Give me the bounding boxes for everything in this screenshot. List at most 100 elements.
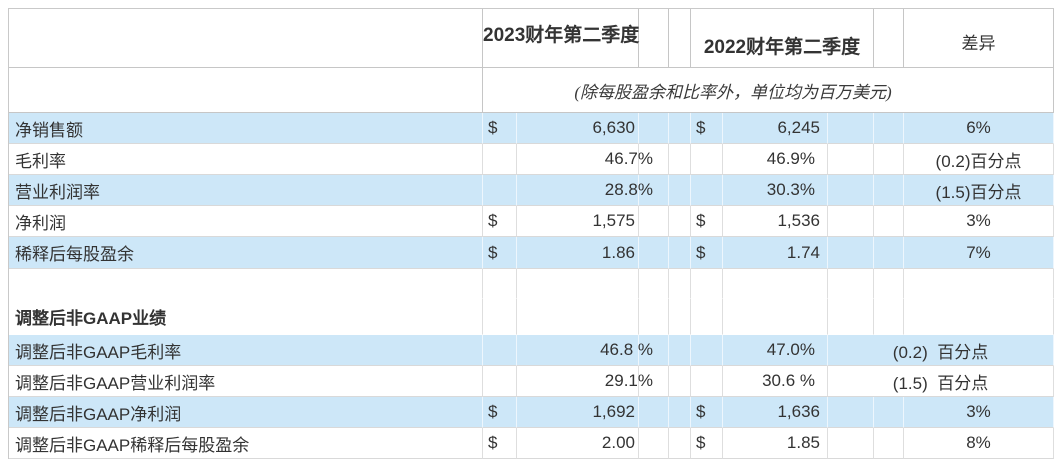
section-title-row: 调整后非GAAP业绩 xyxy=(9,299,1055,335)
spacer xyxy=(828,206,875,237)
empty-cell xyxy=(904,269,1055,299)
empty-cell xyxy=(828,299,875,335)
section-title-adjusted-gaap: 调整后非GAAP业绩 xyxy=(9,299,483,335)
empty-cell xyxy=(483,269,517,299)
row-label: 营业利润率 xyxy=(9,175,483,206)
spacer xyxy=(669,428,691,459)
row-label: 调整后非GAAP营业利润率 xyxy=(9,366,483,397)
empty-cell xyxy=(691,335,723,366)
row-label: 调整后非GAAP毛利率 xyxy=(9,335,483,366)
table-row: 稀释后每股盈余 $ 1.86 $ 1.74 7% xyxy=(9,237,1055,269)
percent-value: 28.8% xyxy=(604,180,653,199)
header-empty-cell xyxy=(9,68,483,113)
spacer xyxy=(639,113,669,144)
empty-cell xyxy=(723,299,828,335)
dollar-sign: $ xyxy=(483,428,517,459)
spacer xyxy=(639,335,669,366)
row-label: 净销售额 xyxy=(9,113,483,144)
spacer xyxy=(639,206,669,237)
value-fy2022: 1,636 xyxy=(723,397,828,428)
spacer xyxy=(669,9,691,68)
value-fy2023: 1.86 xyxy=(517,237,639,269)
spacer xyxy=(639,397,669,428)
spacer xyxy=(669,144,691,175)
spacer xyxy=(874,206,905,237)
spacer xyxy=(639,237,669,269)
value-fy2023: 29.1% xyxy=(517,366,653,397)
value-fy2023: 28.8% xyxy=(517,175,653,206)
value-fy2022: 1.85 xyxy=(723,428,828,459)
row-label: 净利润 xyxy=(9,206,483,237)
diff-value: (0.2) 百分点 xyxy=(828,335,1055,366)
empty-cell xyxy=(691,299,723,335)
diff-value: (0.2)百分点 xyxy=(904,144,1055,175)
value-fy2022: 1,536 xyxy=(723,206,828,237)
row-label: 毛利率 xyxy=(9,144,483,175)
spacer xyxy=(669,237,691,269)
spacer xyxy=(639,428,669,459)
diff-value: 3% xyxy=(904,397,1055,428)
row-label: 调整后非GAAP净利润 xyxy=(9,397,483,428)
table-row: 调整后非GAAP稀释后每股盈余 $ 2.00 $ 1.85 8% xyxy=(9,428,1055,459)
diff-value: (1.5)百分点 xyxy=(904,175,1055,206)
spacer xyxy=(639,366,669,397)
dollar-sign: $ xyxy=(691,206,723,237)
spacer xyxy=(669,206,691,237)
empty-cell xyxy=(723,269,828,299)
dollar-sign: $ xyxy=(691,237,723,269)
spacer xyxy=(874,428,905,459)
spacer xyxy=(828,237,875,269)
spacer xyxy=(669,113,691,144)
diff-value: 3% xyxy=(904,206,1055,237)
empty-cell xyxy=(669,299,691,335)
table-row: 净销售额 $ 6,630 $ 6,245 6% xyxy=(9,113,1055,144)
dollar-sign: $ xyxy=(691,428,723,459)
diff-value: 7% xyxy=(904,237,1055,269)
spacer xyxy=(874,113,905,144)
percent-value: 46.7% xyxy=(604,149,653,168)
empty-cell xyxy=(517,299,639,335)
spacer xyxy=(828,175,875,206)
empty-cell xyxy=(904,299,1055,335)
empty-cell xyxy=(691,144,723,175)
spacer xyxy=(828,144,875,175)
value-fy2022: 30.3% xyxy=(723,175,828,206)
spacer xyxy=(639,9,669,68)
table-header-row: 2023财年第二季度 2022财年第二季度 差异 xyxy=(9,9,1055,68)
spacer xyxy=(828,428,875,459)
value-fy2022: 6,245 xyxy=(723,113,828,144)
spacer xyxy=(639,175,669,206)
empty-cell xyxy=(874,269,905,299)
table-row: 毛利率 46.7% 46.9% (0.2)百分点 xyxy=(9,144,1055,175)
diff-value: 8% xyxy=(904,428,1055,459)
value-fy2023: 2.00 xyxy=(517,428,639,459)
percent-value: 46.8 % xyxy=(600,340,653,359)
dollar-sign: $ xyxy=(483,237,517,269)
dollar-sign: $ xyxy=(691,113,723,144)
empty-cell xyxy=(9,269,483,299)
percent-value: 29.1% xyxy=(604,371,653,390)
spacer xyxy=(828,113,875,144)
value-fy2023: 1,692 xyxy=(517,397,639,428)
row-label: 稀释后每股盈余 xyxy=(9,237,483,269)
spacer xyxy=(874,144,905,175)
value-fy2023: 46.8 % xyxy=(517,335,653,366)
empty-cell xyxy=(639,299,669,335)
table-row: 调整后非GAAP净利润 $ 1,692 $ 1,636 3% xyxy=(9,397,1055,428)
units-note: (除每股盈余和比率外，单位均为百万美元) xyxy=(483,68,1055,113)
empty-cell xyxy=(669,269,691,299)
empty-cell xyxy=(874,299,905,335)
value-fy2022: 46.9% xyxy=(723,144,828,175)
financial-results-table-container: 2023财年第二季度 2022财年第二季度 差异 (除每股盈余和比率外，单位均为… xyxy=(8,8,1055,459)
empty-cell xyxy=(691,366,723,397)
units-note-row: (除每股盈余和比率外，单位均为百万美元) xyxy=(9,68,1055,113)
empty-cell xyxy=(483,299,517,335)
empty-cell xyxy=(828,269,875,299)
spacer xyxy=(874,237,905,269)
empty-cell xyxy=(483,335,517,366)
header-fy2023: 2023财年第二季度 xyxy=(483,9,639,68)
value-fy2023: 1,575 xyxy=(517,206,639,237)
value-fy2022: 47.0% xyxy=(723,335,828,366)
financial-results-table: 2023财年第二季度 2022财年第二季度 差异 (除每股盈余和比率外，单位均为… xyxy=(8,8,1055,459)
table-row: 调整后非GAAP营业利润率 29.1% 30.6 % (1.5) 百分点 xyxy=(9,366,1055,397)
